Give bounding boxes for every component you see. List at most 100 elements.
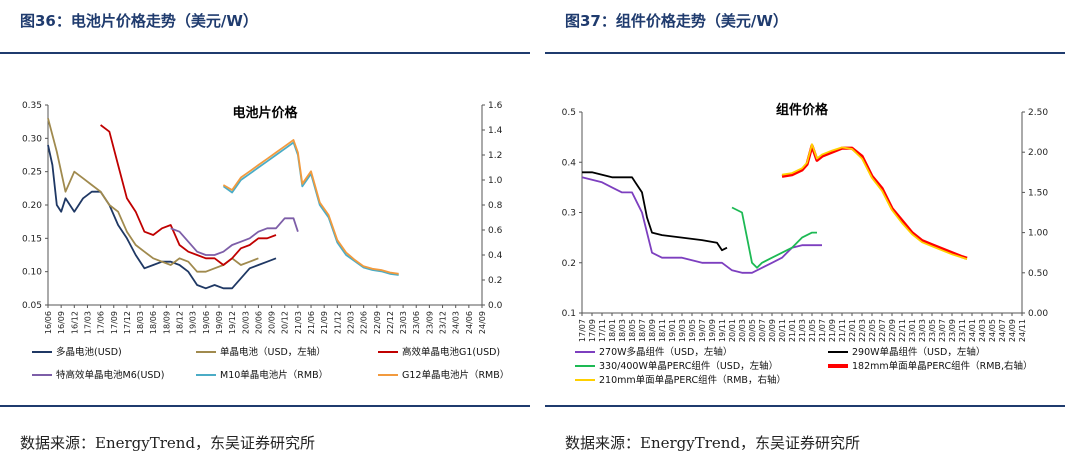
x-tick-label: 24/01 [968,319,977,342]
x-tick-label: 18/09 [648,319,657,342]
figure-37: 图37：组件价格走势（美元/W） 组件价格 0.1 0.2 0.3 0.4 0.5 0.00… [545,0,1065,464]
series-line [582,171,728,252]
x-tick-label: 18/01 [608,319,617,342]
y-tick-label: 0.35 [22,101,42,111]
legend-label: M10单晶电池片（RMB） [220,369,328,381]
x-tick-label: 23/07 [938,319,947,342]
x-tick-label: 20/01 [728,319,737,342]
figure-36: 图36：电池片价格走势（美元/W） 电池片价格 0.05 0.10 0.15 0.20 0… [0,0,530,464]
x-tick-label: 16/12 [70,311,79,334]
series-line [222,139,399,275]
x-tick-label: 20/11 [778,319,787,342]
x-tick-label: 17/06 [97,311,106,334]
legend-label: G12单晶电池片（RMB） [402,369,509,381]
x-tick-label: 24/07 [998,319,1007,342]
x-tick-label: 18/11 [658,319,667,342]
x-tick-label: 22/09 [888,319,897,342]
x-tick-label: 21/06 [307,311,316,334]
y2-tick-label: 1.6 [488,101,503,111]
x-tick-label: 22/03 [346,311,355,334]
series-line [222,141,399,276]
x-tick-label: 22/07 [878,319,887,342]
x-tick-label: 24/03 [452,311,461,334]
x-tick-label: 20/09 [268,311,277,334]
x-tick-label: 23/06 [412,311,421,334]
chart-37: 组件价格 0.1 0.2 0.3 0.4 0.5 0.00 0.50 1.00 1.50 2.00 2… [562,102,1049,386]
x-tick-label: 23/12 [439,311,448,334]
x-tick-label: 18/05 [628,319,637,342]
x-tick-label: 17/09 [110,311,119,334]
x-tick-label: 23/11 [958,319,967,342]
figure-title: 图36：电池片价格走势（美元/W） [20,12,258,30]
x-tick-label: 22/11 [898,319,907,342]
x-tick-label: 19/03 [189,311,198,334]
x-tick-label: 17/07 [578,319,587,342]
y-tick-label: 0.5 [562,108,576,118]
series-line [581,176,822,274]
y-tick-label: 0.10 [22,268,42,278]
x-tick-label: 18/12 [176,311,185,334]
title-rule [545,52,1065,54]
x-tick-label: 17/09 [588,319,597,342]
series-line [781,143,968,260]
figure-source: 数据来源：EnergyTrend，东吴证券研究所 [20,434,316,452]
x-tick-label: 22/12 [386,311,395,334]
x-tick-label: 17/12 [123,311,132,334]
y2-tick-label: 1.4 [488,126,503,136]
x-tick-label: 20/06 [254,311,263,334]
x-tick-label: 20/03 [241,311,250,334]
x-tick-label: 23/01 [908,319,917,342]
y2-tick-label: 1.2 [488,151,502,161]
legend-label: 270W多晶组件（USD，左轴） [599,346,732,358]
x-tick-label: 22/05 [868,319,877,342]
series-line [100,124,277,266]
y2-tick-label: 0.4 [488,251,503,261]
x-tick-label: 19/05 [688,319,697,342]
legend-label: 182mm单面单晶PERC组件（RMB,右轴） [852,360,1032,372]
chart-title: 组件价格 [776,102,829,118]
y-tick-label: 0.2 [562,259,576,269]
chart-36: 电池片价格 0.05 0.10 0.15 0.20 0.25 0.30 0.35 0.0 0.2 0… [22,101,509,381]
x-tick-label: 24/05 [988,319,997,342]
x-tick-label: 20/05 [748,319,757,342]
x-tick-label: 20/07 [758,319,767,342]
x-tick-label: 21/03 [798,319,807,342]
x-tick-label: 19/06 [202,311,211,334]
x-tick-label: 19/07 [698,319,707,342]
x-tick-label: 22/01 [848,319,857,342]
legend-label: 多晶电池(USD) [56,346,122,358]
x-tick-label: 24/09 [1008,319,1017,342]
x-tick-label: 18/03 [136,311,145,334]
x-tick-label: 19/09 [215,311,224,334]
y-tick-label: 0.1 [562,309,576,319]
x-tick-label: 23/05 [928,319,937,342]
x-tick-label: 19/01 [668,319,677,342]
x-tick-label: 17/11 [598,319,607,342]
x-tick-label: 24/11 [1018,319,1027,342]
legend-label: 210mm单面单晶PERC组件（RMB，右轴） [599,374,786,386]
x-tick-label: 20/03 [738,319,747,342]
y2-tick-label: 0.6 [488,226,503,236]
x-tick-label: 21/09 [320,311,329,334]
x-tick-label: 21/01 [788,319,797,342]
x-tick-label: 21/11 [838,319,847,342]
x-tick-label: 23/03 [399,311,408,334]
x-tick-label: 24/03 [978,319,987,342]
y2-tick-label: 1.00 [1028,229,1048,239]
y-tick-label: 0.05 [22,301,42,311]
x-tick-label: 21/05 [808,319,817,342]
legend-label: 高效单晶电池G1(USD) [402,346,500,358]
x-tick-label: 20/09 [768,319,777,342]
chart-title: 电池片价格 [232,105,298,121]
x-tick-label: 16/09 [57,311,66,334]
x-tick-label: 19/12 [228,311,237,334]
x-tick-label: 21/12 [333,311,342,334]
x-tick-label: 21/07 [818,319,827,342]
x-tick-label: 16/06 [44,311,53,334]
y2-tick-label: 0.00 [1028,309,1048,319]
x-tick-label: 20/12 [281,311,290,334]
x-tick-label: 22/06 [360,311,369,334]
y-tick-label: 0.20 [22,201,42,211]
y2-tick-label: 2.00 [1028,148,1048,158]
x-tick-label: 19/11 [718,319,727,342]
